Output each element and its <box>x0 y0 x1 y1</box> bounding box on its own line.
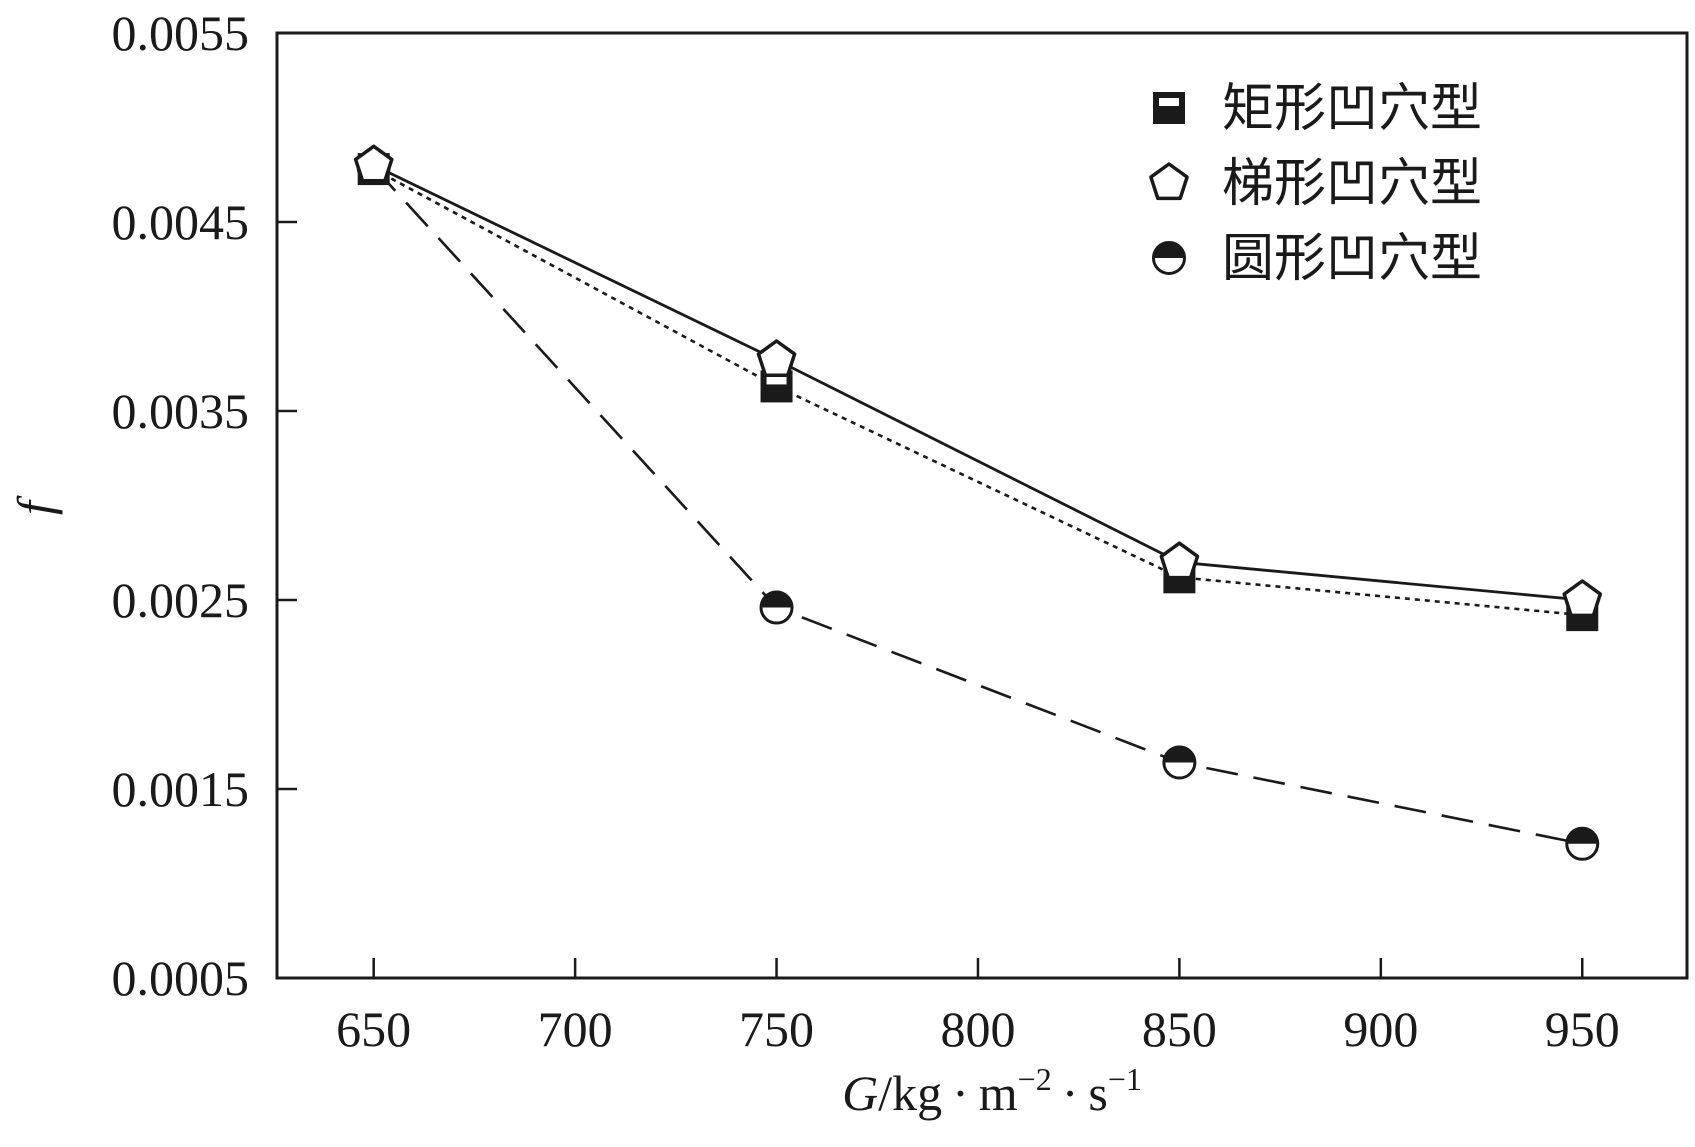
legend-label: 圆形凹穴型 <box>1222 231 1482 288</box>
y-tick-label: 0.0055 <box>112 5 250 61</box>
marker-square-body <box>1153 92 1185 124</box>
marker-circle-outline <box>1162 745 1197 780</box>
marker-circle-outline <box>1152 241 1186 275</box>
x-axis-title-exponent-1: −2 <box>1018 1061 1052 1097</box>
y-tick-label: 0.0025 <box>112 572 250 628</box>
marker-circle-dark-half <box>1153 242 1185 258</box>
marker-square-highlight <box>1159 98 1179 106</box>
legend-entry-1: 矩形凹穴型 <box>1153 81 1482 138</box>
data-point-series-3 <box>759 590 794 625</box>
series-line-3 <box>372 166 1583 846</box>
series-line-2 <box>373 164 1583 602</box>
legend-label: 矩形凹穴型 <box>1222 81 1482 138</box>
x-axis-title-exponent-2: −1 <box>1108 1061 1142 1097</box>
data-point-series-2 <box>756 339 797 378</box>
marker-circle-dark-half <box>1163 747 1195 763</box>
x-axis-title-mid: · s <box>1052 1065 1108 1121</box>
marker-pentagon-body <box>1159 541 1200 580</box>
data-point-series-3 <box>1565 826 1600 861</box>
marker-pentagon-body <box>1149 162 1189 201</box>
y-axis-title: f <box>7 495 63 515</box>
x-tick-label: 850 <box>1142 1001 1217 1057</box>
legend-marker <box>1152 241 1186 275</box>
data-point-series-2 <box>1562 579 1603 618</box>
x-tick-label: 700 <box>538 1001 613 1057</box>
y-tick-label: 0.0035 <box>112 383 250 439</box>
x-axis-title-unit: /kg · m <box>878 1065 1018 1121</box>
legend-label: 梯形凹穴型 <box>1222 156 1482 213</box>
marker-pentagon-body <box>1562 579 1603 618</box>
marker-square-highlight <box>766 376 787 385</box>
x-tick-label: 950 <box>1545 1001 1620 1057</box>
x-tick-label: 750 <box>739 1001 814 1057</box>
data-point-series-2 <box>353 144 394 183</box>
x-tick-label: 650 <box>336 1001 411 1057</box>
y-tick-label: 0.0005 <box>112 950 250 1006</box>
marker-circle-outline <box>1565 826 1600 861</box>
data-point-series-2 <box>1159 541 1200 580</box>
y-tick-label: 0.0045 <box>112 194 250 250</box>
marker-pentagon-body <box>756 339 797 378</box>
data-point-series-3 <box>1162 745 1197 780</box>
series-line-1 <box>373 167 1583 617</box>
legend-entry-3: 圆形凹穴型 <box>1152 231 1482 288</box>
marker-circle-dark-half <box>761 592 793 608</box>
y-tick-label: 0.0015 <box>112 761 250 817</box>
x-axis-title: G/kg · m−2 · s−1 <box>842 1061 1142 1121</box>
plot-area-frame <box>275 31 1689 980</box>
marker-circle-outline <box>759 590 794 625</box>
marker-circle-dark-half <box>1566 828 1598 844</box>
legend-marker <box>1149 162 1189 201</box>
x-tick-label: 900 <box>1343 1001 1418 1057</box>
x-axis-title-symbol: G <box>842 1065 878 1121</box>
legend-marker <box>1153 92 1185 124</box>
marker-pentagon-body <box>353 144 394 183</box>
x-tick-label: 800 <box>940 1001 1015 1057</box>
legend-entry-2: 梯形凹穴型 <box>1149 156 1482 213</box>
